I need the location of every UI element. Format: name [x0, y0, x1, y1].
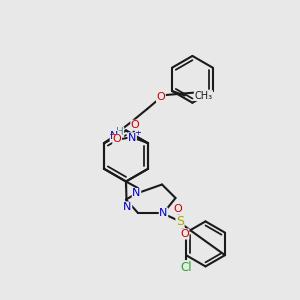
Text: O: O — [113, 134, 122, 144]
Text: H: H — [116, 127, 124, 137]
Text: −: − — [108, 130, 116, 139]
Text: S: S — [176, 215, 184, 228]
Text: O: O — [131, 120, 140, 130]
Text: O: O — [180, 229, 189, 239]
Text: +: + — [134, 128, 141, 137]
Text: N: N — [123, 202, 132, 212]
Text: O: O — [173, 204, 182, 214]
Text: N: N — [110, 131, 118, 141]
Text: CH₃: CH₃ — [194, 91, 212, 100]
Text: O: O — [157, 92, 165, 102]
Text: N: N — [132, 188, 141, 199]
Text: N: N — [128, 133, 136, 143]
Text: N: N — [159, 208, 168, 218]
Text: Cl: Cl — [180, 261, 192, 274]
